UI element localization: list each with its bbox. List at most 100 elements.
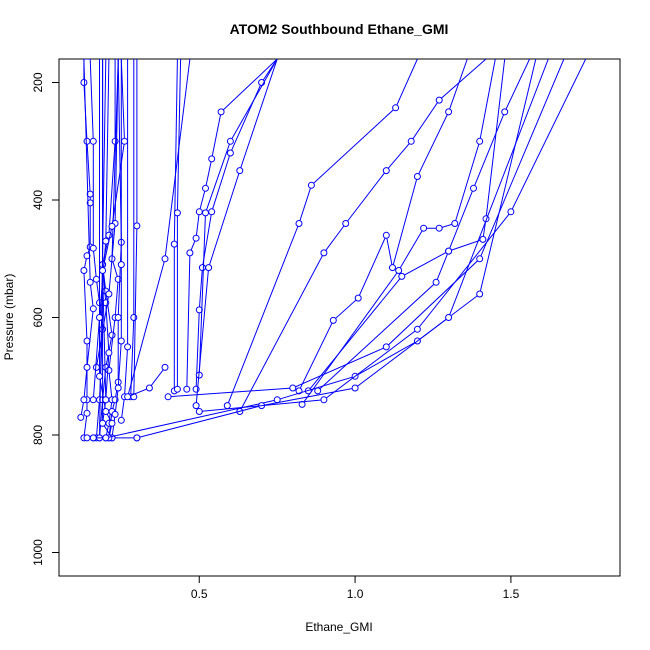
profile-line <box>298 59 468 392</box>
data-point <box>476 137 484 145</box>
data-point <box>202 184 209 192</box>
data-point <box>295 220 303 227</box>
data-point <box>96 314 103 321</box>
data-point <box>117 416 125 424</box>
data-point <box>124 393 132 401</box>
data-point <box>99 419 107 427</box>
y-tick-label: 600 <box>31 307 45 327</box>
data-point <box>289 384 297 392</box>
y-axis: 200 400 600 800 1000 <box>31 72 59 566</box>
data-point <box>342 220 350 227</box>
data-point <box>170 240 178 248</box>
data-point <box>354 294 362 302</box>
data-point <box>202 209 209 217</box>
profile-line <box>105 59 537 439</box>
profile-line <box>95 59 119 368</box>
data-point <box>89 137 97 145</box>
data-point <box>99 267 107 274</box>
data-point <box>351 384 359 392</box>
data-point <box>445 247 453 255</box>
profile-line <box>307 59 506 392</box>
x-tick-label: 1.5 <box>503 587 520 601</box>
data-point <box>198 264 206 272</box>
data-point <box>395 267 403 274</box>
profile-line <box>301 59 496 405</box>
profile-line <box>120 59 129 421</box>
data-point <box>186 249 194 257</box>
data-point <box>80 79 88 86</box>
data-point <box>102 434 110 442</box>
data-point <box>102 408 110 415</box>
data-point <box>236 167 244 175</box>
data-series <box>77 59 587 442</box>
y-tick-label: 400 <box>31 190 45 210</box>
data-point <box>413 325 421 333</box>
data-point <box>133 222 141 230</box>
data-point <box>173 209 181 217</box>
data-point <box>501 108 509 116</box>
data-point <box>226 137 234 145</box>
data-point <box>164 393 172 401</box>
x-tick-label: 1.0 <box>347 587 364 601</box>
profile-line <box>195 59 278 390</box>
data-point <box>86 278 94 286</box>
data-point <box>195 208 203 216</box>
data-point <box>92 275 100 283</box>
data-point <box>117 261 125 269</box>
data-point <box>105 290 113 298</box>
data-point <box>479 235 487 243</box>
data-point <box>121 137 128 145</box>
data-point <box>223 402 231 410</box>
data-point <box>105 349 113 357</box>
plot-frame <box>58 58 621 577</box>
data-point <box>114 384 122 392</box>
profile-line <box>198 59 278 376</box>
y-tick-label: 200 <box>31 72 45 92</box>
data-point <box>476 255 484 263</box>
x-axis: 0.5 1.0 1.5 <box>191 576 520 601</box>
data-point <box>83 137 91 145</box>
data-point <box>83 434 91 442</box>
data-point <box>80 267 88 274</box>
data-point <box>398 272 406 280</box>
data-point <box>89 305 97 313</box>
data-point <box>389 264 396 272</box>
data-point <box>208 208 216 216</box>
data-point <box>382 231 390 239</box>
data-point <box>195 408 203 415</box>
y-tick-label: 1000 <box>31 539 45 566</box>
data-point <box>83 252 91 260</box>
data-point <box>89 396 97 404</box>
data-point <box>451 220 459 227</box>
data-point <box>320 249 328 257</box>
data-point <box>320 396 328 404</box>
data-point <box>329 316 337 324</box>
data-point <box>208 155 216 163</box>
data-point <box>130 314 138 321</box>
data-point <box>382 167 390 175</box>
profile-line <box>195 59 278 406</box>
data-point <box>102 396 110 404</box>
data-point <box>192 234 200 242</box>
data-point <box>476 290 484 298</box>
data-point <box>382 343 390 351</box>
profile-line <box>130 59 135 397</box>
data-point <box>507 208 515 216</box>
data-point <box>83 337 91 345</box>
data-point <box>183 385 191 393</box>
data-point <box>89 244 97 252</box>
data-point <box>114 314 122 321</box>
data-point <box>435 224 443 232</box>
data-point <box>145 384 153 392</box>
data-point <box>83 363 91 371</box>
profile-line <box>226 59 418 406</box>
data-point <box>124 343 132 351</box>
data-point <box>432 278 440 286</box>
data-point <box>314 387 322 395</box>
profile-line <box>176 59 182 390</box>
data-point <box>217 108 225 116</box>
data-point <box>161 363 169 371</box>
data-point <box>108 419 116 427</box>
profile-line <box>80 59 94 418</box>
